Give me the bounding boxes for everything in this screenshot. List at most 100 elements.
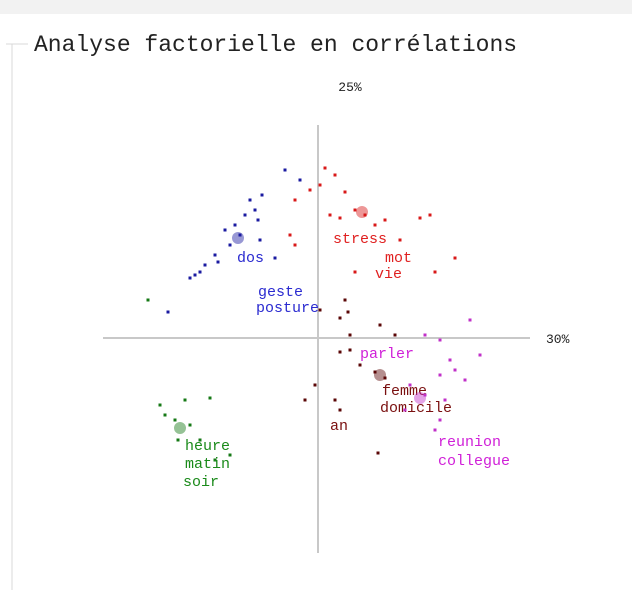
point [453,256,457,260]
point [353,270,357,274]
point [213,253,217,257]
point [438,373,442,377]
point [453,368,457,372]
point [353,208,357,212]
point [283,168,287,172]
point [338,316,342,320]
point [173,418,177,422]
y-axis-label: 25% [338,80,362,95]
point [323,166,327,170]
point [208,396,212,400]
centroid [174,422,186,434]
point [403,408,407,412]
point [198,270,202,274]
point [293,198,297,202]
point [363,213,367,217]
point [373,370,377,374]
word-label: dos [237,250,264,267]
centroid [414,392,426,404]
word-label: vie [375,266,402,283]
point [468,318,472,322]
point [228,453,232,457]
point [273,256,277,260]
point [318,308,322,312]
word-label: reunion [438,434,501,451]
point [398,238,402,242]
point [448,358,452,362]
point [238,233,242,237]
point [478,353,482,357]
point [188,276,192,280]
point [166,310,170,314]
point [463,378,467,382]
point [193,273,197,277]
point [163,413,167,417]
word-label: geste [258,284,303,301]
word-label: posture [256,300,319,317]
point [376,451,380,455]
point [438,418,442,422]
point [298,178,302,182]
point [248,198,252,202]
point [383,376,387,380]
point [203,263,207,267]
point [423,333,427,337]
point [418,216,422,220]
point [308,188,312,192]
point [303,398,307,402]
point [223,228,227,232]
point [216,260,220,264]
word-label: parler [360,346,414,363]
point [346,310,350,314]
point [176,438,180,442]
word-label: soir [183,474,219,491]
top-strip [0,0,632,14]
word-label: femme [382,383,427,400]
point [288,233,292,237]
point [383,218,387,222]
point [333,173,337,177]
point [333,398,337,402]
point [343,190,347,194]
point [348,333,352,337]
point [213,458,217,462]
word-label: mot [385,250,412,267]
point [343,298,347,302]
point [428,213,432,217]
point [188,423,192,427]
point [433,270,437,274]
word-label: an [330,418,348,435]
word-label: domicile [380,400,452,417]
point [433,428,437,432]
point [183,398,187,402]
point [198,438,202,442]
word-label: matin [185,456,230,473]
point [393,333,397,337]
point [253,208,257,212]
point [348,348,352,352]
point [228,243,232,247]
point [258,238,262,242]
x-axis-label: 30% [546,332,570,347]
point [328,213,332,217]
point [408,383,412,387]
centroid [374,369,386,381]
point [318,183,322,187]
word-label: collegue [438,453,510,470]
point [293,243,297,247]
word-label: stress [333,231,387,248]
point [158,403,162,407]
point [243,213,247,217]
point [438,338,442,342]
point [423,393,427,397]
centroid [232,232,244,244]
point [338,350,342,354]
word-label: heure [185,438,230,455]
point [260,193,264,197]
point [233,223,237,227]
point [313,383,317,387]
point [373,223,377,227]
point [443,398,447,402]
point [338,408,342,412]
